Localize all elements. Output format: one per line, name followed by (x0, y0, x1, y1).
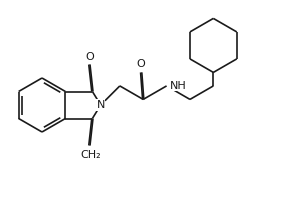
Text: O: O (85, 51, 94, 62)
Text: CH₂: CH₂ (80, 150, 101, 160)
Text: NH: NH (169, 81, 186, 91)
Text: N: N (97, 100, 105, 110)
Text: O: O (137, 59, 146, 69)
